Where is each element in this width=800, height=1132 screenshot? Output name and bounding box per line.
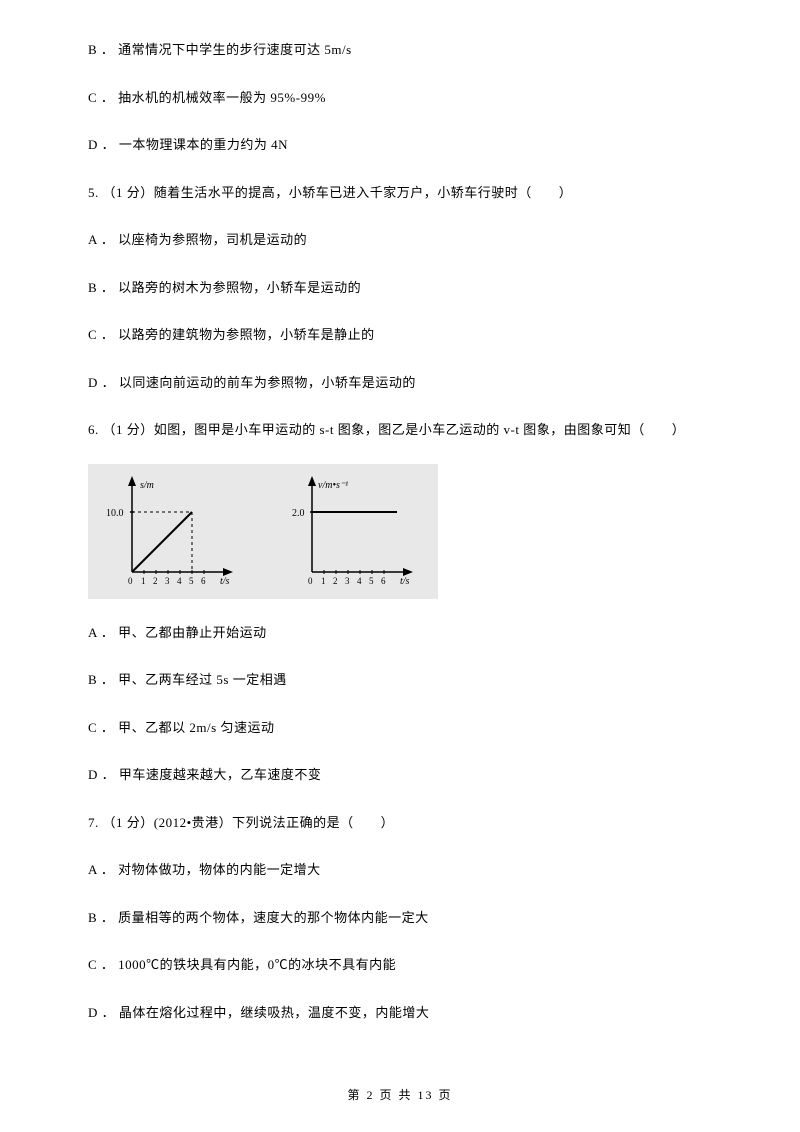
svg-text:4: 4	[357, 576, 362, 586]
option-7a: A ． 对物体做功，物体的内能一定增大	[88, 860, 712, 880]
svg-text:3: 3	[345, 576, 350, 586]
chart1-xlabel: t/s	[220, 576, 230, 587]
option-6b: B ． 甲、乙两车经过 5s 一定相遇	[88, 670, 712, 690]
chart-1-st-graph: s/m 10.0 0 1 2 3 4 5 6 t/s	[102, 472, 242, 592]
chart-2-vt-graph: v/m•s⁻¹ 2.0 0 1 2 3 4 5 6 t/s	[282, 472, 422, 592]
chart1-ylabel: s/m	[140, 480, 154, 491]
chart2-ylabel: v/m•s⁻¹	[318, 480, 348, 491]
chart1-ymark: 10.0	[106, 508, 124, 519]
page-footer: 第 2 页 共 13 页	[0, 1086, 800, 1104]
question-5: 5. （1 分）随着生活水平的提高，小轿车已进入千家万户，小轿车行驶时（ ）	[88, 183, 712, 203]
svg-text:0: 0	[128, 576, 133, 586]
svg-text:4: 4	[177, 576, 182, 586]
svg-text:6: 6	[381, 576, 386, 586]
svg-text:5: 5	[189, 576, 194, 586]
chart-figure: s/m 10.0 0 1 2 3 4 5 6 t/s	[88, 464, 438, 599]
svg-text:5: 5	[369, 576, 374, 586]
option-7d: D ． 晶体在熔化过程中，继续吸热，温度不变，内能增大	[88, 1003, 712, 1023]
question-7: 7. （1 分）(2012•贵港）下列说法正确的是（ ）	[88, 813, 712, 833]
option-6d: D ． 甲车速度越来越大，乙车速度不变	[88, 765, 712, 785]
svg-text:1: 1	[141, 576, 146, 586]
chart2-xlabel: t/s	[400, 576, 410, 587]
option-4c: C ． 抽水机的机械效率一般为 95%-99%	[88, 88, 712, 108]
option-6c: C ． 甲、乙都以 2m/s 匀速运动	[88, 718, 712, 738]
option-5a: A ． 以座椅为参照物，司机是运动的	[88, 230, 712, 250]
option-7b: B ． 质量相等的两个物体，速度大的那个物体内能一定大	[88, 908, 712, 928]
chart2-ymark: 2.0	[292, 508, 305, 519]
option-4b: B ． 通常情况下中学生的步行速度可达 5m/s	[88, 40, 712, 60]
svg-text:2: 2	[153, 576, 158, 586]
option-4d: D ． 一本物理课本的重力约为 4N	[88, 135, 712, 155]
svg-text:3: 3	[165, 576, 170, 586]
svg-text:0: 0	[308, 576, 313, 586]
svg-text:2: 2	[333, 576, 338, 586]
option-5c: C ． 以路旁的建筑物为参照物，小轿车是静止的	[88, 325, 712, 345]
svg-text:6: 6	[201, 576, 206, 586]
option-6a: A ． 甲、乙都由静止开始运动	[88, 623, 712, 643]
option-7c: C ． 1000℃的铁块具有内能，0℃的冰块不具有内能	[88, 955, 712, 975]
question-6: 6. （1 分）如图，图甲是小车甲运动的 s-t 图象，图乙是小车乙运动的 v-…	[88, 420, 712, 440]
option-5b: B ． 以路旁的树木为参照物，小轿车是运动的	[88, 278, 712, 298]
option-5d: D ． 以同速向前运动的前车为参照物，小轿车是运动的	[88, 373, 712, 393]
svg-text:1: 1	[321, 576, 326, 586]
